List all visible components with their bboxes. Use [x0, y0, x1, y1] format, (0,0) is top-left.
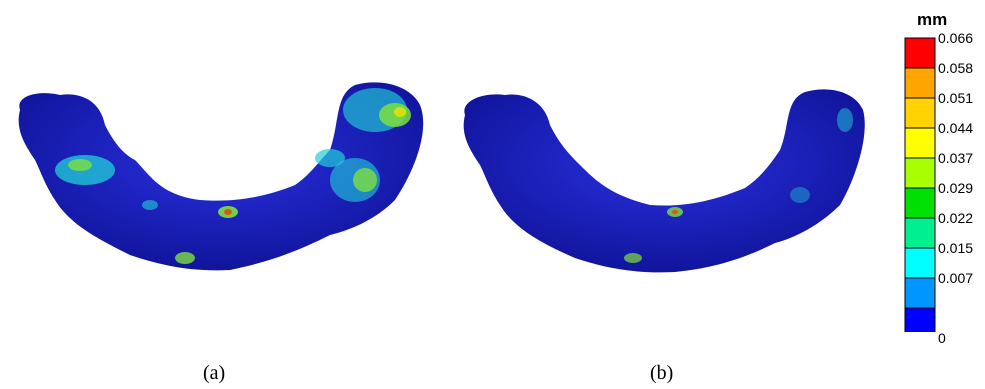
hotspot-a-12 [142, 200, 158, 210]
panel-a: (a) [0, 0, 440, 389]
legend-swatch-1 [904, 67, 936, 99]
legend-tick-label: 0.022 [938, 210, 974, 226]
hotspot-a-10 [175, 252, 195, 264]
legend-tick-label: 0.051 [938, 90, 974, 106]
legend-swatch-9 [904, 307, 936, 332]
legend-swatch-8 [904, 277, 936, 309]
model-body-b [463, 89, 865, 273]
legend-swatch-3 [904, 127, 936, 159]
hotspot-b-5 [790, 187, 810, 203]
legend-swatch-4 [904, 157, 936, 189]
hotspot-a-4 [379, 103, 411, 127]
model-body-a [18, 82, 424, 271]
legend-tick-label: 0.007 [938, 270, 974, 286]
hotspot-b-3 [624, 253, 642, 263]
legend-swatch-0 [904, 37, 936, 69]
legend-tick-label: 0.066 [938, 30, 974, 46]
hotspot-a-2 [68, 159, 92, 171]
hotspot-b-2 [672, 210, 678, 214]
legend-color-bar [904, 37, 936, 332]
hotspot-a-5 [394, 107, 406, 117]
legend-tick-label: 0.029 [938, 180, 974, 196]
legend-tick-label: 0.044 [938, 120, 974, 136]
stress-model-b [463, 89, 865, 273]
legend-tick-label: 0 [938, 330, 946, 346]
caption-b: (b) [650, 362, 674, 384]
legend-tick-label: 0.037 [938, 150, 974, 166]
color-legend: mm 0.066 0.058 0.051 0.044 0.037 0.029 0.022 0.… [895, 8, 985, 345]
legend-swatch-7 [904, 247, 936, 279]
legend-tick-label: 0.058 [938, 60, 974, 76]
legend-swatch-5 [904, 187, 936, 219]
hotspot-a-7 [353, 168, 377, 192]
stress-model-a [18, 82, 424, 271]
legend-swatch-2 [904, 97, 936, 129]
hotspot-b-4 [837, 108, 853, 132]
hotspot-a-11 [315, 149, 345, 167]
legend-tick-label: 0.015 [938, 240, 974, 256]
caption-a: (a) [203, 362, 226, 384]
hotspot-a-9 [224, 209, 232, 215]
panel-b: (b) [445, 0, 885, 389]
legend-swatch-6 [904, 217, 936, 249]
legend-unit: mm [917, 10, 948, 29]
